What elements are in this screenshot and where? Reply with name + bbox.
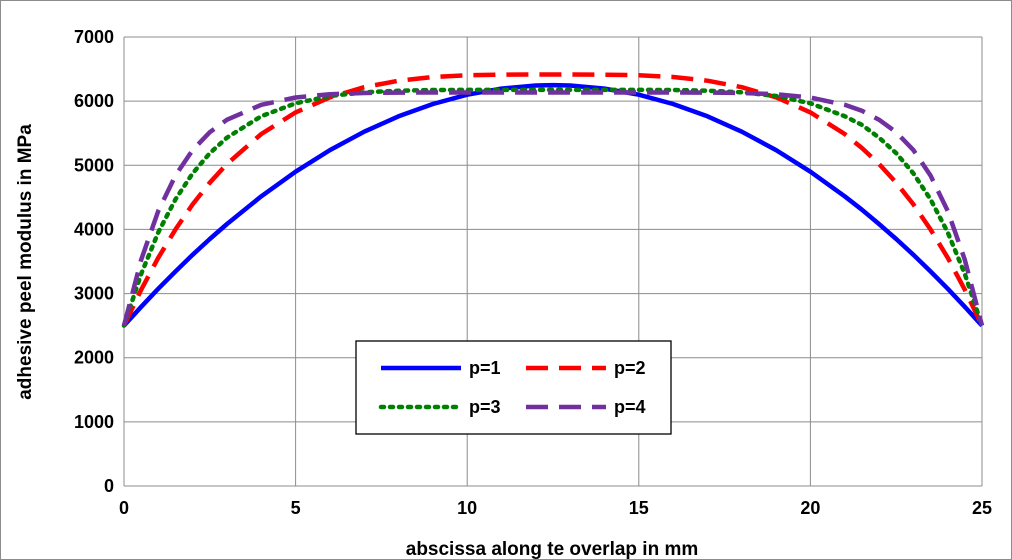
legend: p=1 p=2 p=3 p=4 bbox=[355, 340, 672, 435]
x-tick-label: 5 bbox=[291, 498, 301, 518]
legend-label-1: p=1 bbox=[469, 358, 501, 378]
x-tick-label: 15 bbox=[629, 498, 649, 518]
grid-layer bbox=[123, 36, 983, 487]
x-axis-title: abscissa along te overlap in mm bbox=[406, 539, 699, 559]
legend-label-4: p=4 bbox=[614, 397, 646, 417]
x-tick-label: 25 bbox=[972, 498, 992, 518]
series-line-2 bbox=[121, 72, 985, 327]
tick-labels: 0 1000 2000 3000 4000 5000 6000 7000 0 5 10 15 20 25 bbox=[74, 27, 992, 518]
series-line-1 bbox=[122, 82, 984, 328]
legend-entries: p=1 p=2 p=3 p=4 bbox=[378, 358, 646, 417]
y-tick-label: 6000 bbox=[74, 91, 114, 111]
legend-label-2: p=2 bbox=[614, 358, 646, 378]
x-tick-label: 20 bbox=[800, 498, 820, 518]
series-layer bbox=[121, 72, 985, 328]
y-axis-title: adhesive peel modulus in MPa bbox=[15, 124, 36, 400]
y-tick-label: 2000 bbox=[74, 348, 114, 368]
x-tick-label: 0 bbox=[119, 498, 129, 518]
legend-label-3: p=3 bbox=[469, 397, 501, 417]
y-tick-label: 3000 bbox=[74, 284, 114, 304]
y-tick-label: 5000 bbox=[74, 155, 114, 175]
legend-box bbox=[355, 340, 672, 435]
series-line-3 bbox=[121, 87, 985, 328]
x-tick-label: 10 bbox=[457, 498, 477, 518]
y-tick-label: 7000 bbox=[74, 27, 114, 47]
y-tick-label: 4000 bbox=[74, 219, 114, 239]
series-line-4 bbox=[121, 90, 985, 327]
y-tick-label: 0 bbox=[104, 476, 114, 496]
y-tick-label: 1000 bbox=[74, 412, 114, 432]
